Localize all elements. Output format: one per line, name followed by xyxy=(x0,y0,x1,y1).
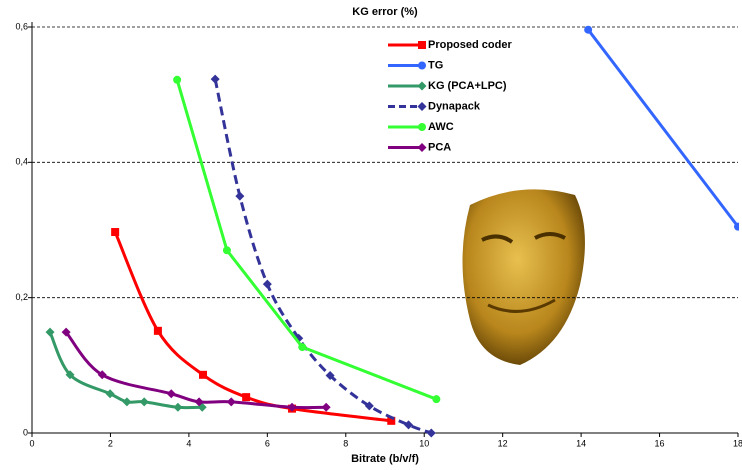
marker xyxy=(61,327,71,337)
face-image xyxy=(462,189,585,365)
legend-label: AWC xyxy=(428,121,454,133)
y-tick-label: 0,4 xyxy=(15,157,28,167)
marker xyxy=(426,428,436,438)
y-tick-label: 0 xyxy=(23,427,28,437)
y-tick-label: 0,6 xyxy=(15,21,28,31)
marker xyxy=(226,397,236,407)
legend-marker xyxy=(417,143,427,152)
marker xyxy=(298,343,307,352)
legend-marker xyxy=(418,41,426,49)
legend-entry: AWC xyxy=(388,121,454,133)
x-tick-label: 2 xyxy=(108,438,113,448)
legend-marker xyxy=(418,123,426,131)
marker xyxy=(122,397,132,407)
series-line xyxy=(113,231,392,423)
marker xyxy=(235,191,245,201)
marker xyxy=(387,416,396,425)
marker xyxy=(210,74,220,84)
series-line xyxy=(213,78,432,435)
legend-entry: TG xyxy=(388,59,443,71)
marker xyxy=(45,327,55,337)
x-tick-label: 4 xyxy=(186,438,191,448)
marker xyxy=(97,370,107,380)
plot-area xyxy=(45,25,739,438)
legend-marker xyxy=(417,102,427,111)
legend-label: Proposed coder xyxy=(428,39,512,51)
marker xyxy=(287,402,297,412)
series-line xyxy=(586,28,739,228)
marker xyxy=(166,389,176,399)
marker xyxy=(432,395,441,404)
marker xyxy=(364,401,374,411)
marker xyxy=(262,279,272,289)
chart-title: KG error (%) xyxy=(352,6,418,18)
marker xyxy=(734,222,739,231)
series-line xyxy=(175,79,437,401)
x-tick-label: 12 xyxy=(498,438,508,448)
marker xyxy=(173,75,182,84)
marker xyxy=(153,326,162,335)
marker xyxy=(325,370,335,380)
legend-label: TG xyxy=(428,59,443,71)
x-axis-label: Bitrate (b/v/f) xyxy=(351,453,419,465)
x-tick-label: 6 xyxy=(265,438,270,448)
legend-entry: KG (PCA+LPC) xyxy=(388,80,507,92)
legend-label: Dynapack xyxy=(428,100,481,112)
marker xyxy=(65,370,75,380)
x-tick-label: 18 xyxy=(733,438,742,448)
marker xyxy=(105,389,115,399)
y-tick-label: 0,2 xyxy=(15,292,28,302)
x-tick-label: 0 xyxy=(29,438,34,448)
legend-entry: PCA xyxy=(388,141,451,153)
marker xyxy=(111,228,120,237)
marker xyxy=(404,420,414,430)
marker xyxy=(173,402,183,412)
marker xyxy=(139,397,149,407)
legend-entry: Proposed coder xyxy=(388,39,512,51)
legend-label: PCA xyxy=(428,141,451,153)
x-tick-label: 10 xyxy=(419,438,429,448)
marker xyxy=(242,393,251,402)
legend-marker xyxy=(418,61,426,70)
marker xyxy=(199,370,208,379)
marker xyxy=(321,402,331,412)
legend-entry: Dynapack xyxy=(388,100,481,112)
x-tick-label: 8 xyxy=(343,438,348,448)
marker xyxy=(194,397,204,407)
marker xyxy=(222,246,231,255)
marker xyxy=(584,25,593,34)
legend-marker xyxy=(417,81,427,91)
legend-label: KG (PCA+LPC) xyxy=(428,80,507,92)
x-tick-label: 16 xyxy=(655,438,665,448)
x-tick-label: 14 xyxy=(576,438,586,448)
